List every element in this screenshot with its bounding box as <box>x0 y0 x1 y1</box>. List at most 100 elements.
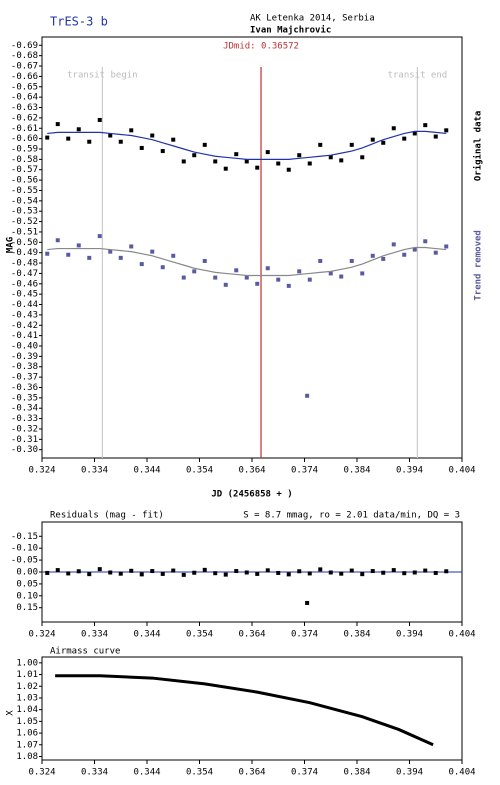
y-tick-label: -0.35 <box>11 393 38 403</box>
y-tick-label: -0.39 <box>11 352 38 362</box>
data-point <box>412 247 417 252</box>
marker-label: transit end <box>388 71 448 81</box>
data-point <box>433 250 438 255</box>
y-tick-label: 1.02 <box>16 682 38 692</box>
x-axis-label: JD (2456858 + ) <box>211 490 292 500</box>
data-point <box>192 570 197 575</box>
x-tick-label: 0.364 <box>238 630 265 640</box>
y-tick-label: -0.31 <box>11 435 38 445</box>
y-tick-label: -0.60 <box>11 134 38 144</box>
series-label: Trend removed <box>474 230 484 300</box>
data-point <box>265 568 270 573</box>
data-point <box>286 283 291 288</box>
data-point <box>255 571 260 576</box>
y-tick-label: -0.30 <box>11 445 38 455</box>
data-point <box>297 269 302 274</box>
data-point <box>55 568 60 573</box>
data-point <box>244 275 249 280</box>
data-point <box>108 570 113 575</box>
residuals-title: Residuals (mag - fit) <box>50 511 164 521</box>
data-point <box>97 567 102 572</box>
data-point <box>244 159 249 164</box>
data-point <box>423 123 428 128</box>
data-point <box>171 137 176 142</box>
x-tick-label: 0.344 <box>133 466 160 476</box>
y-tick-label: 0.15 <box>16 603 38 613</box>
data-point <box>118 571 123 576</box>
x-tick-label: 0.334 <box>81 466 108 476</box>
data-point <box>171 568 176 573</box>
data-point <box>381 140 386 145</box>
data-point <box>276 570 281 575</box>
residuals-stats: S = 8.7 mmag, ro = 2.01 data/min, DQ = 3 <box>243 511 460 521</box>
data-point <box>223 572 228 577</box>
data-point <box>423 239 428 244</box>
x-tick-label: 0.404 <box>448 466 475 476</box>
data-point <box>55 122 60 127</box>
data-point <box>360 572 365 577</box>
data-point <box>276 277 281 282</box>
y-tick-label: -0.68 <box>11 51 38 61</box>
data-point <box>318 258 323 263</box>
data-point <box>276 161 281 166</box>
y-tick-label: -0.61 <box>11 124 38 134</box>
x-tick-label: 0.344 <box>133 630 160 640</box>
data-point <box>66 571 71 576</box>
y-tick-label: -0.46 <box>11 279 38 289</box>
x-tick-label: 0.354 <box>186 466 213 476</box>
x-tick-label: 0.384 <box>343 768 370 778</box>
y-tick-label: -0.63 <box>11 103 38 113</box>
x-tick-label: 0.374 <box>291 466 318 476</box>
y-tick-label: -0.42 <box>11 321 38 331</box>
data-point <box>255 165 260 170</box>
x-tick-label: 0.404 <box>448 768 475 778</box>
data-point <box>305 600 310 605</box>
data-point <box>66 136 71 141</box>
data-point <box>265 150 270 155</box>
data-point <box>97 117 102 122</box>
y-tick-label: -0.47 <box>11 269 38 279</box>
y-tick-label: 1.07 <box>16 740 38 750</box>
data-point <box>433 570 438 575</box>
x-tick-label: 0.404 <box>448 630 475 640</box>
data-point <box>76 569 81 574</box>
y-tick-label: 0.10 <box>16 591 38 601</box>
data-point <box>318 142 323 147</box>
series-label: Original data <box>473 111 484 181</box>
y-tick-label: 1.06 <box>16 729 38 739</box>
data-point <box>307 277 312 282</box>
marker-label: JDmid: 0.36572 <box>223 42 299 52</box>
data-point <box>339 274 344 279</box>
data-point <box>318 567 323 572</box>
data-point <box>234 268 239 273</box>
y-tick-label: 1.03 <box>16 693 38 703</box>
data-point <box>244 570 249 575</box>
data-point <box>139 262 144 267</box>
data-point <box>223 282 228 287</box>
data-point <box>444 569 449 574</box>
data-point <box>349 258 354 263</box>
y-tick-label: -0.54 <box>11 196 38 206</box>
airmass-y-label: X <box>6 710 16 716</box>
y-tick-label: -0.38 <box>11 362 38 372</box>
data-point <box>160 149 165 154</box>
data-point <box>223 166 228 171</box>
y-tick-label: -0.05 <box>11 556 38 566</box>
data-point <box>370 253 375 258</box>
x-tick-label: 0.334 <box>81 768 108 778</box>
data-point <box>444 128 449 133</box>
marker-label: transit begin <box>67 71 137 81</box>
data-point <box>286 167 291 172</box>
data-point <box>412 131 417 136</box>
x-tick-label: 0.374 <box>291 630 318 640</box>
y-tick-label: 1.04 <box>16 705 38 715</box>
data-point <box>255 281 260 286</box>
y-tick-label: -0.48 <box>11 259 38 269</box>
y-tick-label: -0.33 <box>11 414 38 424</box>
data-point <box>328 271 333 276</box>
data-point <box>370 569 375 574</box>
y-tick-label: -0.43 <box>11 310 38 320</box>
y-tick-label: -0.37 <box>11 373 38 383</box>
data-point <box>118 255 123 260</box>
data-point <box>150 569 155 574</box>
